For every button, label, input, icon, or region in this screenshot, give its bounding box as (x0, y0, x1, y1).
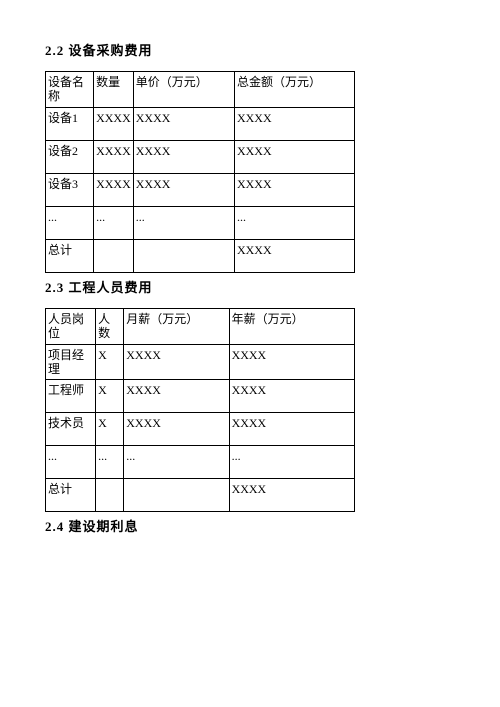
section-heading-personnel: 2.3 工程人员费用 (45, 277, 455, 296)
table-row: ... ... ... ... (46, 446, 355, 479)
cell: XXXX (234, 239, 354, 272)
table-row: 设备2 XXXX XXXX XXXX (46, 140, 355, 173)
table-header-row: 设备名称 数量 单价（万元） 总金额（万元） (46, 72, 355, 108)
personnel-table: 人员岗位 人数 月薪（万元） 年薪（万元） 项目经理 X XXXX XXXX 工… (45, 308, 355, 513)
section-heading-interest: 2.4 建设期利息 (45, 516, 455, 535)
cell: ... (234, 206, 354, 239)
table-row-total: 总计 XXXX (46, 479, 355, 512)
cell: XXXX (94, 107, 134, 140)
cell: XXXX (133, 140, 234, 173)
header-cell: 年薪（万元） (229, 308, 354, 344)
table-row: 技术员 X XXXX XXXX (46, 413, 355, 446)
cell: XXXX (124, 413, 229, 446)
cell: 总计 (46, 479, 96, 512)
cell (94, 239, 134, 272)
section-heading-equipment: 2.2 设备采购费用 (45, 40, 455, 59)
cell: ... (46, 206, 94, 239)
cell: XXXX (124, 380, 229, 413)
cell: ... (46, 446, 96, 479)
cell: ... (96, 446, 124, 479)
table-row: ... ... ... ... (46, 206, 355, 239)
header-cell: 单价（万元） (133, 72, 234, 108)
cell: 设备2 (46, 140, 94, 173)
cell: 项目经理 (46, 344, 96, 380)
cell: XXXX (229, 380, 354, 413)
cell (96, 479, 124, 512)
cell: ... (94, 206, 134, 239)
cell: XXXX (94, 140, 134, 173)
cell: XXXX (124, 344, 229, 380)
cell: XXXX (133, 107, 234, 140)
header-cell: 数量 (94, 72, 134, 108)
cell: 工程师 (46, 380, 96, 413)
cell: ... (133, 206, 234, 239)
cell: XXXX (229, 344, 354, 380)
cell: X (96, 344, 124, 380)
cell: X (96, 380, 124, 413)
header-cell: 月薪（万元） (124, 308, 229, 344)
cell: XXXX (234, 140, 354, 173)
table-header-row: 人员岗位 人数 月薪（万元） 年薪（万元） (46, 308, 355, 344)
table-row: 项目经理 X XXXX XXXX (46, 344, 355, 380)
cell: XXXX (234, 107, 354, 140)
cell: 技术员 (46, 413, 96, 446)
cell: 总计 (46, 239, 94, 272)
cell (133, 239, 234, 272)
cell: XXXX (133, 173, 234, 206)
header-cell: 人数 (96, 308, 124, 344)
cell: ... (124, 446, 229, 479)
cell (124, 479, 229, 512)
equipment-table: 设备名称 数量 单价（万元） 总金额（万元） 设备1 XXXX XXXX XXX… (45, 71, 355, 273)
table-row: 设备3 XXXX XXXX XXXX (46, 173, 355, 206)
table-row: 工程师 X XXXX XXXX (46, 380, 355, 413)
cell: ... (229, 446, 354, 479)
cell: XXXX (94, 173, 134, 206)
table-row: 设备1 XXXX XXXX XXXX (46, 107, 355, 140)
cell: 设备3 (46, 173, 94, 206)
cell: 设备1 (46, 107, 94, 140)
header-cell: 设备名称 (46, 72, 94, 108)
cell: XXXX (229, 413, 354, 446)
table-row-total: 总计 XXXX (46, 239, 355, 272)
cell: XXXX (229, 479, 354, 512)
header-cell: 人员岗位 (46, 308, 96, 344)
cell: X (96, 413, 124, 446)
header-cell: 总金额（万元） (234, 72, 354, 108)
cell: XXXX (234, 173, 354, 206)
